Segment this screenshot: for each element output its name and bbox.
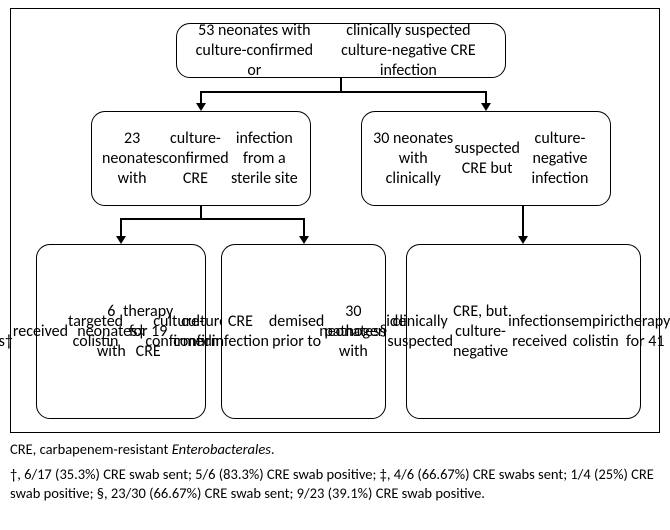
- footnotes: CRE, carbapenem-resistant Enterobacteral…: [10, 440, 660, 509]
- connector: [120, 218, 122, 236]
- node-culture-confirmed: 23 neonates withculture-confirmed CREinf…: [91, 111, 311, 206]
- connector: [200, 206, 202, 218]
- arrowhead: [299, 236, 309, 244]
- footnote-text: .: [271, 440, 275, 458]
- connector: [303, 218, 305, 236]
- connector: [120, 218, 305, 220]
- footnote-detail: †, 6/17 (35.3%) CRE swab sent; 5/6 (83.3…: [10, 465, 660, 503]
- arrowhead: [481, 103, 491, 111]
- connector: [522, 206, 524, 236]
- footnote-italic: Enterobacterales: [172, 440, 271, 458]
- footnote-abbrev: CRE, carbapenem-resistant Enterobacteral…: [10, 440, 660, 459]
- arrowhead: [196, 103, 206, 111]
- arrowhead: [518, 236, 528, 244]
- node-culture-negative: 30 neonates with clinicallysuspected CRE…: [361, 111, 611, 206]
- arrowhead: [116, 236, 126, 244]
- connector: [485, 91, 487, 103]
- connector: [200, 91, 202, 103]
- flowchart-frame: 53 neonates with culture-confirmed orcli…: [10, 8, 660, 433]
- node-root: 53 neonates with culture-confirmed orcli…: [176, 23, 506, 78]
- node-empiric-colistin: 30 neonates§ withclinically suspectedCRE…: [406, 244, 641, 419]
- connector: [200, 91, 487, 93]
- footnote-text: CRE, carbapenem-resistant: [10, 440, 172, 458]
